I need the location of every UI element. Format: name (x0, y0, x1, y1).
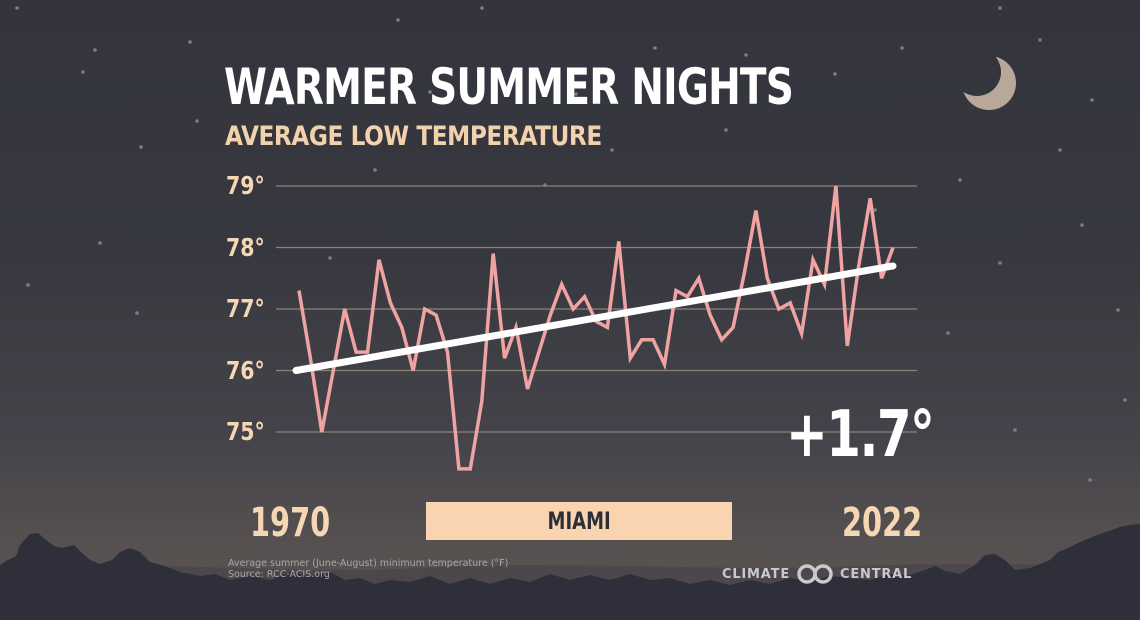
y-tick-78: 78° (226, 233, 265, 262)
chart-subtitle: AVERAGE LOW TEMPERATURE (225, 121, 602, 152)
star-icon (724, 128, 728, 132)
star-icon (610, 148, 614, 152)
trend-line (292, 262, 897, 374)
star-icon (1090, 98, 1094, 102)
star-icon (188, 40, 192, 44)
star-icon (744, 53, 748, 57)
star-icon (688, 98, 692, 102)
stars-group (15, 6, 1127, 482)
interlocking-rings-icon (797, 564, 833, 584)
star-icon (1123, 398, 1127, 402)
star-icon (653, 46, 657, 50)
star-icon (1080, 223, 1084, 227)
y-tick-79: 79° (226, 171, 265, 200)
crescent-moon-icon (962, 56, 1016, 110)
brand-left-word: CLIMATE (722, 566, 790, 582)
x-end-label: 2022 (842, 500, 923, 546)
x-start-label: 1970 (250, 500, 331, 546)
star-icon (1116, 308, 1120, 312)
star-icon (26, 283, 30, 287)
star-icon (139, 145, 143, 149)
footnote-source: Source: RCC-ACIS.org (228, 569, 330, 580)
climate-central-logo: CLIMATE CENTRAL (722, 564, 912, 584)
star-icon (396, 18, 400, 22)
change-annotation: +1.7° (786, 398, 935, 472)
chart-title: WARMER SUMMER NIGHTS (224, 58, 794, 116)
star-icon (998, 261, 1002, 265)
y-tick-75: 75° (226, 417, 265, 446)
star-icon (958, 178, 962, 182)
y-tick-77: 77° (226, 294, 265, 323)
star-icon (98, 241, 102, 245)
star-icon (1013, 428, 1017, 432)
star-icon (373, 168, 377, 172)
location-label: MIAMI (547, 507, 611, 535)
star-icon (900, 46, 904, 50)
location-badge: MIAMI (426, 502, 732, 540)
star-icon (135, 311, 139, 315)
brand-right-word: CENTRAL (840, 566, 913, 582)
star-icon (328, 256, 332, 260)
star-icon (428, 90, 432, 94)
star-icon (1058, 148, 1062, 152)
star-icon (946, 331, 950, 335)
footnote-description: Average summer (June-August) minimum tem… (228, 558, 509, 569)
gridlines (276, 185, 917, 433)
star-icon (833, 72, 837, 76)
star-icon (15, 6, 19, 10)
star-icon (1038, 38, 1042, 42)
star-icon (195, 119, 199, 123)
tree-silhouette (0, 524, 1140, 620)
star-icon (873, 208, 877, 212)
star-icon (1088, 478, 1092, 482)
star-icon (93, 48, 97, 52)
star-icon (480, 6, 484, 10)
star-icon (574, 92, 578, 96)
star-icon (998, 6, 1002, 10)
y-tick-76: 76° (226, 356, 265, 385)
star-icon (81, 70, 85, 74)
